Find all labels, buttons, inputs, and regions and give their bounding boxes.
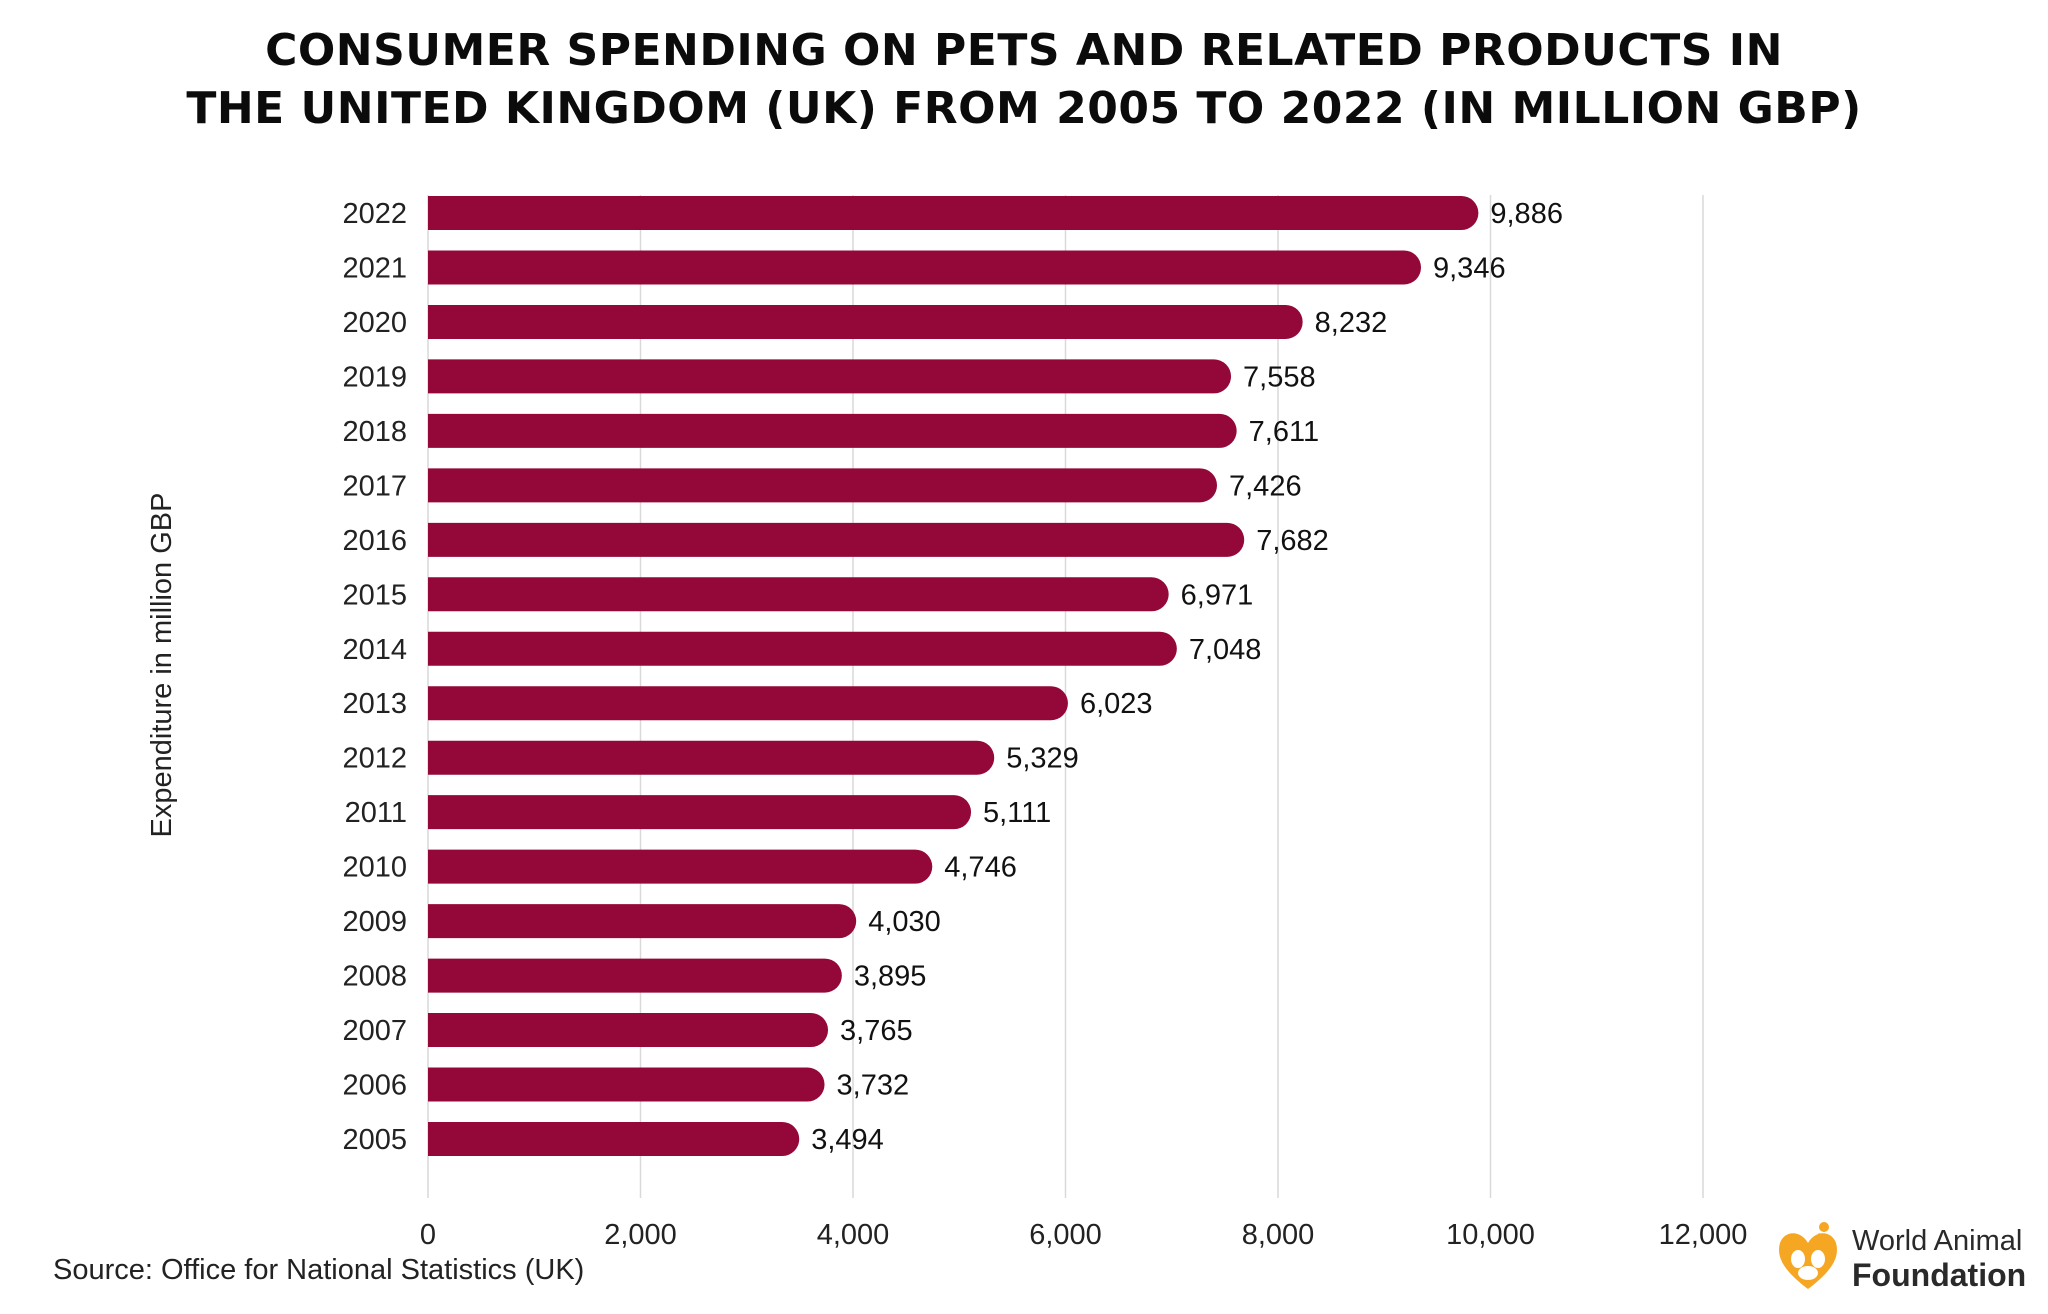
bar [428,359,1232,394]
value-label: 7,558 [1243,361,1316,393]
category-label: 2016 [342,525,407,557]
bar [428,795,972,830]
category-label: 2017 [342,470,407,502]
chart-title: CONSUMER SPENDING ON PETS AND RELATED PR… [0,22,2048,138]
x-tick-label: 0 [420,1219,436,1250]
value-label: 3,765 [840,1015,913,1047]
category-label: 2005 [342,1124,407,1156]
category-label: 2008 [342,961,407,993]
bar [428,958,842,993]
category-label: 2019 [342,361,407,393]
x-tick-label: 8,000 [1242,1219,1315,1250]
bar [428,1013,829,1048]
y-axis-title: Expenditure in million GBP [146,493,178,838]
paw-heart-icon [1779,1222,1837,1289]
value-label: 9,346 [1433,252,1506,284]
x-tick-label: 2,000 [604,1219,677,1250]
bar-chart: 2022 2021 2020 2019 2018 2017 2016 2015 2014 2013… [146,195,1747,1250]
brand-name-line-1: World Animal [1852,1225,2023,1257]
value-label: 3,732 [837,1070,910,1102]
bar [428,250,1422,285]
bar [428,304,1303,339]
value-label: 7,426 [1229,470,1302,502]
bar [428,1121,800,1156]
category-label: 2009 [342,906,407,938]
x-axis-tick-labels: 0 2,000 4,000 6,000 8,000 10,000 12,000 [420,1219,1747,1250]
value-label: 9,886 [1490,198,1563,230]
bar [428,577,1169,612]
brand-name-line-2: Foundation [1852,1257,2027,1293]
value-label: 3,494 [811,1124,884,1156]
value-label: 5,111 [983,797,1051,829]
value-label: 4,746 [944,852,1017,884]
x-tick-label: 10,000 [1446,1219,1535,1250]
x-tick-label: 12,000 [1659,1219,1748,1250]
brand-logo: World Animal Foundation [1772,1215,2034,1299]
value-label: 7,048 [1189,634,1262,666]
category-label: 2007 [342,1015,407,1047]
bars [428,196,1479,1156]
chart-title-line-1: CONSUMER SPENDING ON PETS AND RELATED PR… [265,25,1783,76]
chart-title-line-2: THE UNITED KINGDOM (UK) FROM 2005 TO 202… [186,83,1862,134]
category-label: 2013 [342,688,407,720]
category-label: 2014 [342,634,407,666]
category-label: 2010 [342,852,407,884]
x-tick-label: 4,000 [817,1219,890,1250]
category-labels: 2022 2021 2020 2019 2018 2017 2016 2015 2014 2013… [342,198,407,1156]
category-label: 2015 [342,579,407,611]
category-label: 2018 [342,416,407,448]
category-label: 2011 [345,797,407,829]
bar [428,686,1068,721]
value-label: 8,232 [1315,307,1388,339]
value-labels: 9,886 9,346 8,232 7,558 7,611 7,426 7,6826,971… [811,198,1563,1156]
value-label: 7,682 [1256,525,1329,557]
bar [428,1067,825,1102]
value-label: 6,023 [1080,688,1153,720]
category-label: 2012 [342,743,407,775]
bar [428,849,933,884]
bar [428,740,995,775]
category-label: 2021 [342,252,407,284]
value-label: 7,611 [1249,416,1319,448]
bar [428,468,1218,503]
bar [428,522,1245,557]
value-label: 3,895 [854,961,927,993]
category-label: 2006 [342,1070,407,1102]
category-label: 2020 [342,307,407,339]
bar [428,413,1237,448]
bar [428,904,857,939]
category-label: 2022 [342,198,407,230]
x-tick-label: 6,000 [1029,1219,1102,1250]
value-label: 6,971 [1181,579,1254,611]
source-note: Source: Office for National Statistics (… [53,1254,585,1286]
value-label: 4,030 [868,906,941,938]
bar [428,631,1177,666]
value-label: 5,329 [1006,743,1079,775]
bar [428,196,1479,230]
